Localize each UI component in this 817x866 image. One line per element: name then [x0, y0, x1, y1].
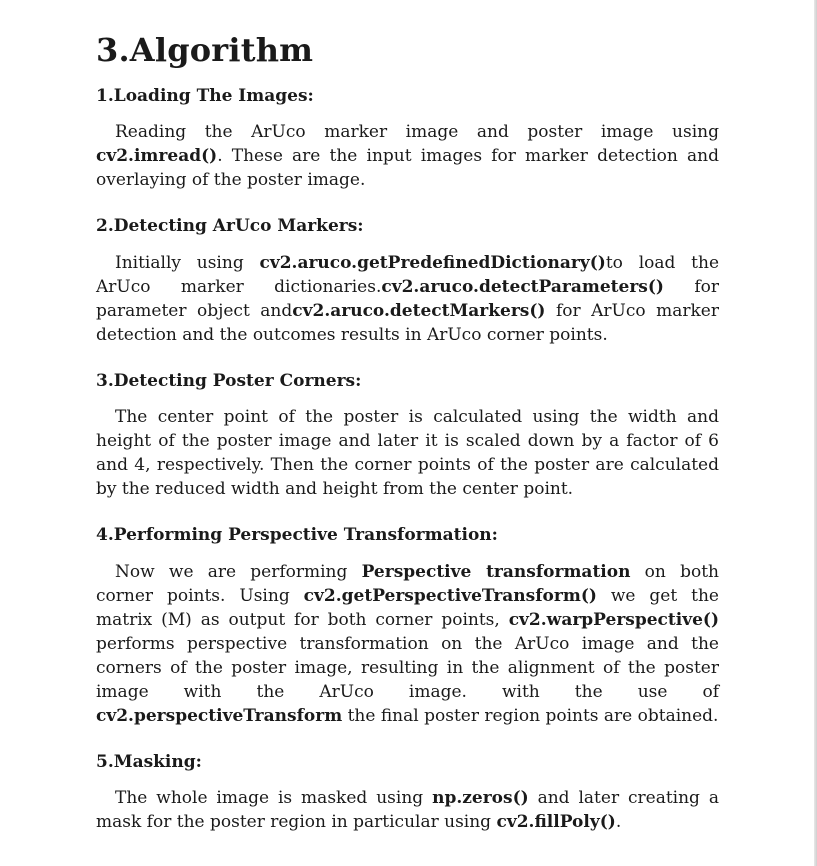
code-term: cv2.getPerspectiveTransform() [303, 585, 597, 606]
section-5: 5.Masking: The whole image is masked usin… [96, 752, 719, 834]
text-run: The whole image is masked using [115, 787, 433, 808]
section-3: 3.Detecting Poster Corners: The center po… [96, 371, 719, 501]
text-run: . [615, 811, 622, 832]
section-paragraph: Reading the ArUco marker image and poste… [96, 120, 719, 192]
code-term: cv2.aruco.detectMarkers() [292, 300, 546, 321]
code-term: cv2.warpPerspective() [508, 609, 719, 630]
code-term: cv2.fillPoly() [496, 811, 616, 832]
section-paragraph: Initially using cv2.aruco.getPredefinedD… [96, 251, 719, 347]
code-term: Perspective transformation [361, 561, 631, 582]
text-run: performs perspective transformation on t… [96, 633, 719, 702]
text-run: and later creating a mask for the poster… [96, 787, 719, 832]
code-term: cv2.imread() [96, 146, 218, 167]
page-edge [814, 0, 817, 866]
section-heading: 2.Detecting ArUco Markers: [96, 216, 364, 237]
sections-container: 1.Loading The Images: Reading the ArUco m… [96, 86, 719, 834]
text-run: for parameter object and [96, 276, 719, 321]
section-heading: 5.Masking: [96, 751, 202, 772]
code-term: cv2.aruco.detectParameters() [381, 276, 664, 297]
text-run: Reading the ArUco marker image and poste… [115, 122, 719, 143]
section-1: 1.Loading The Images: Reading the ArUco m… [96, 86, 719, 192]
section-heading: 1.Loading The Images: [96, 86, 314, 106]
section-paragraph: The center point of the poster is calcul… [96, 405, 719, 501]
section-heading: 4.Performing Perspective Transformation: [96, 525, 498, 546]
text-run: for ArUco marker detection and the outco… [96, 300, 719, 345]
text-run: on both corner points. Using [96, 561, 719, 606]
section-heading: 3.Detecting Poster Corners: [96, 370, 362, 391]
code-term: np.zeros() [432, 787, 529, 808]
text-run: we get the matrix (M) as output for both… [96, 585, 719, 630]
text-run: . These are the input images for marker … [96, 146, 719, 191]
section-4: 4.Performing Perspective Transformation:… [96, 525, 719, 727]
code-term: cv2.aruco.getPredefinedDictionary() [259, 252, 606, 273]
text-run: The center point of the poster is calcul… [96, 407, 719, 500]
page-title: 3.Algorithm [96, 31, 314, 69]
text-run: to load the ArUco marker dictionaries. [96, 252, 719, 297]
section-paragraph: The whole image is masked using np.zeros… [96, 786, 719, 834]
document-page: 3.Algorithm 1.Loading The Images: Reading… [96, 30, 719, 858]
text-run: the final poster region points are obtai… [342, 705, 719, 726]
code-term: cv2.perspectiveTransform [96, 705, 343, 726]
text-run: Now we are performing [115, 561, 362, 582]
section-2: 2.Detecting ArUco Markers: Initially usin… [96, 216, 719, 346]
text-run: Initially using [115, 252, 260, 273]
section-paragraph: Now we are performing Perspective transf… [96, 560, 719, 728]
